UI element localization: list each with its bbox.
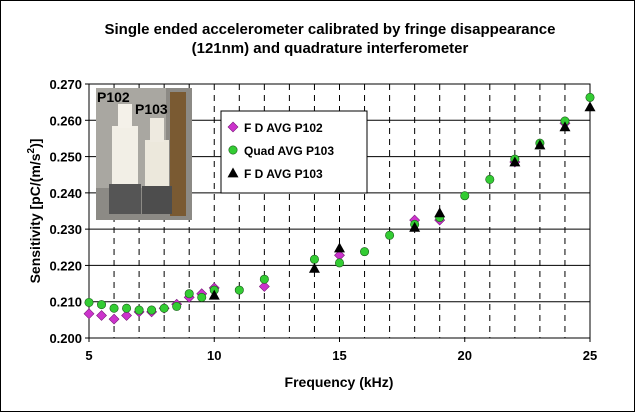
fd-avg-p103-point [208, 289, 220, 300]
fd-avg-p102-point [108, 313, 120, 325]
legend-markers [227, 121, 239, 178]
y-tick-label: 0.270 [49, 77, 82, 92]
photo-label-p103: P103 [135, 101, 168, 117]
legend-label-fd-avg-p103: F D AVG P103 [244, 167, 323, 181]
x-tick-label: 25 [583, 348, 597, 363]
x-tick-label: 10 [207, 348, 221, 363]
y-tick-label: 0.220 [49, 258, 82, 273]
quad-avg-p103-point [234, 285, 244, 295]
photo-sensor-p103-body [145, 140, 169, 188]
marker-layer [83, 92, 596, 325]
quad-avg-p103-point [97, 300, 107, 310]
legend-label-fd-avg-p102: F D AVG P102 [244, 121, 323, 135]
chart-title-line-2: (121nm) and quadrature interferometer [192, 40, 469, 57]
fd-avg-p103-point [308, 262, 320, 273]
fd-avg-p102-point [258, 281, 270, 292]
y-axis-label-main: Sensitivity [pC/(m/s [27, 153, 43, 283]
x-axis-label: Frequency (kHz) [285, 374, 394, 390]
legend-label-quad-avg-p103: Quad AVG P103 [244, 144, 334, 158]
y-tick-label: 0.250 [49, 150, 82, 165]
quad-avg-p103-point [184, 289, 194, 299]
accelerometer-photo: P102 P103 [96, 88, 192, 220]
fd-avg-p103-point [434, 207, 446, 218]
photo-ruler [170, 92, 186, 216]
quad-avg-p103-point [259, 274, 269, 284]
tick-layer: 0.200 0.210 0.220 0.230 0.240 0.250 0.260 0.270… [49, 77, 597, 363]
quad-avg-p103-point [585, 92, 595, 102]
photo-sensor-p103-base [142, 186, 172, 214]
x-tick-label: 15 [332, 348, 346, 363]
quad-avg-p103-point [197, 292, 207, 302]
quad-avg-p103-point [134, 305, 144, 315]
photo-sensor-p103-top [150, 118, 164, 142]
quad-avg-p103-point [360, 247, 370, 257]
y-axis-label-end: )] [27, 139, 43, 148]
y-tick-label: 0.230 [49, 222, 82, 237]
fd-avg-p102-point [121, 310, 132, 321]
fd-avg-p103-point [534, 139, 546, 150]
fd-avg-p102-point [96, 310, 107, 321]
photo-label-p102: P102 [97, 89, 130, 105]
fd-avg-p103-point [334, 242, 345, 253]
y-axis-label-superscript: 2 [26, 147, 37, 153]
quad-avg-p103-point [485, 174, 495, 184]
quad-avg-p103-point [122, 303, 132, 313]
photo-sensor-p102-body [112, 126, 138, 186]
quad-avg-p103-point [159, 303, 169, 313]
legend: F D AVG P102 Quad AVG P103 F D AVG P103 [220, 110, 368, 194]
fd-avg-p103-point [409, 221, 421, 232]
quad-avg-p103-point [385, 230, 395, 240]
quad-avg-p103-point [109, 303, 119, 313]
legend-marker-fd-avg-p102 [227, 121, 239, 133]
fd-avg-p102-point [83, 308, 95, 320]
fd-avg-p103-point [509, 156, 521, 167]
y-tick-label: 0.260 [49, 113, 82, 128]
chart-title-line-1: Single ended accelerometer calibrated by… [104, 21, 555, 38]
y-axis-label: Sensitivity [pC/(m/s2)] [26, 139, 43, 284]
y-tick-label: 0.200 [49, 331, 82, 346]
quad-avg-p103-point [460, 191, 470, 201]
x-tick-label: 20 [458, 348, 472, 363]
quad-avg-p103-point [172, 301, 182, 311]
legend-marker-quad-avg-p103 [228, 145, 238, 155]
x-tick-label: 5 [85, 348, 92, 363]
photo-sensor-p102-base [109, 184, 141, 214]
legend-marker-fd-avg-p103 [227, 167, 239, 178]
y-tick-label: 0.240 [49, 186, 82, 201]
quad-avg-p103-point [309, 254, 319, 264]
quad-avg-p103-point [334, 258, 344, 268]
y-tick-label: 0.210 [49, 295, 82, 310]
fd-avg-p103-point [559, 121, 571, 132]
quad-avg-p103-point [147, 305, 157, 315]
photo-sensor-p102-top [118, 104, 132, 128]
legend-box [220, 110, 368, 194]
fd-avg-p103-point [584, 101, 596, 112]
quad-avg-p103-point [84, 297, 94, 307]
